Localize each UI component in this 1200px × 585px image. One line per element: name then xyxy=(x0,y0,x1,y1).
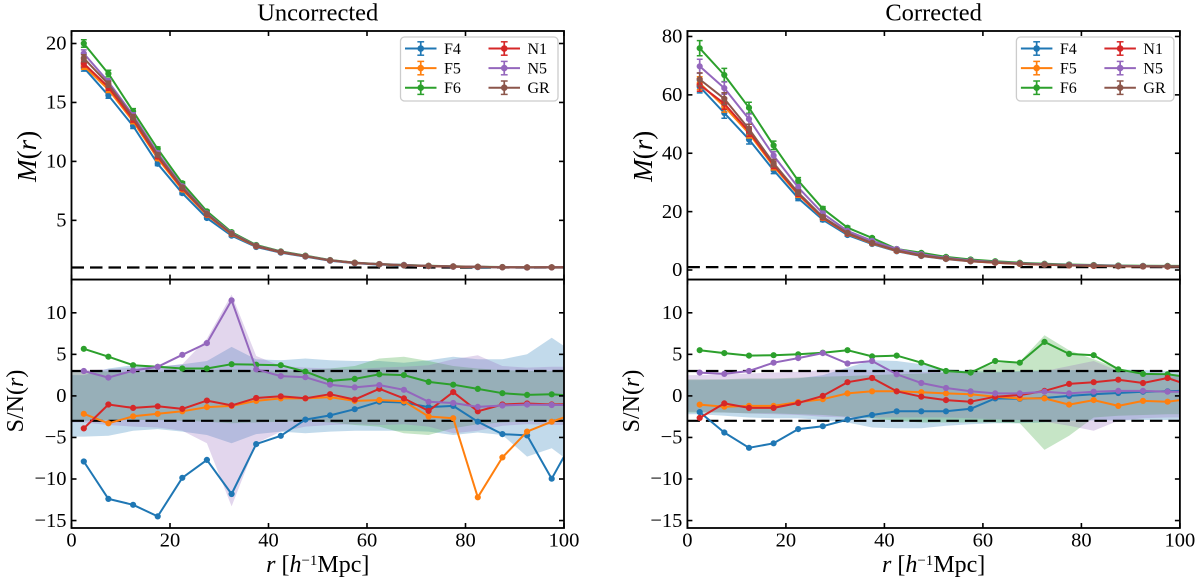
svg-text:−5: −5 xyxy=(45,427,67,449)
svg-text:F6: F6 xyxy=(1060,80,1077,97)
svg-text:F4: F4 xyxy=(1060,41,1077,58)
svg-text:0: 0 xyxy=(56,385,66,407)
svg-text:S/N(r): S/N(r) xyxy=(619,370,645,433)
svg-text:N5: N5 xyxy=(528,60,548,77)
svg-text:10: 10 xyxy=(662,302,683,324)
svg-text:20: 20 xyxy=(776,530,797,552)
svg-text:F5: F5 xyxy=(444,60,461,77)
svg-text:M(r): M(r) xyxy=(628,131,658,183)
svg-text:0: 0 xyxy=(66,530,76,552)
svg-text:−10: −10 xyxy=(34,468,66,490)
svg-text:40: 40 xyxy=(662,142,683,164)
svg-text:40: 40 xyxy=(258,530,279,552)
svg-text:r [h−1Mpc]: r [h−1Mpc] xyxy=(266,552,369,578)
svg-text:M(r): M(r) xyxy=(12,131,42,183)
svg-text:N5: N5 xyxy=(1143,60,1163,77)
svg-text:60: 60 xyxy=(662,84,683,106)
svg-text:F4: F4 xyxy=(444,41,461,58)
svg-text:5: 5 xyxy=(672,344,682,366)
svg-text:S/N(r): S/N(r) xyxy=(3,370,29,433)
svg-text:−15: −15 xyxy=(34,510,66,532)
svg-text:20: 20 xyxy=(160,530,181,552)
svg-text:F5: F5 xyxy=(1060,60,1077,77)
svg-text:60: 60 xyxy=(973,530,994,552)
svg-text:−10: −10 xyxy=(650,468,682,490)
svg-text:−5: −5 xyxy=(661,427,683,449)
svg-text:Uncorrected: Uncorrected xyxy=(257,0,378,27)
svg-text:80: 80 xyxy=(1071,530,1092,552)
svg-text:10: 10 xyxy=(46,151,67,173)
svg-text:GR: GR xyxy=(1143,80,1166,97)
svg-text:100: 100 xyxy=(549,530,580,552)
svg-text:Corrected: Corrected xyxy=(885,0,982,27)
svg-text:80: 80 xyxy=(455,530,476,552)
svg-text:GR: GR xyxy=(528,80,551,97)
svg-text:5: 5 xyxy=(56,344,66,366)
svg-text:N1: N1 xyxy=(528,41,548,58)
svg-text:r [h−1Mpc]: r [h−1Mpc] xyxy=(882,552,985,578)
svg-text:60: 60 xyxy=(357,530,378,552)
svg-text:N1: N1 xyxy=(1143,41,1163,58)
svg-text:−15: −15 xyxy=(650,510,682,532)
svg-text:10: 10 xyxy=(46,302,67,324)
svg-text:20: 20 xyxy=(46,33,67,55)
svg-text:0: 0 xyxy=(672,385,682,407)
svg-text:100: 100 xyxy=(1165,530,1196,552)
svg-text:0: 0 xyxy=(672,259,682,281)
svg-text:80: 80 xyxy=(662,26,683,48)
svg-text:F6: F6 xyxy=(444,80,461,97)
svg-text:5: 5 xyxy=(56,210,66,232)
svg-text:40: 40 xyxy=(874,530,895,552)
svg-text:0: 0 xyxy=(682,530,692,552)
svg-text:20: 20 xyxy=(662,201,683,223)
svg-text:15: 15 xyxy=(46,92,67,114)
